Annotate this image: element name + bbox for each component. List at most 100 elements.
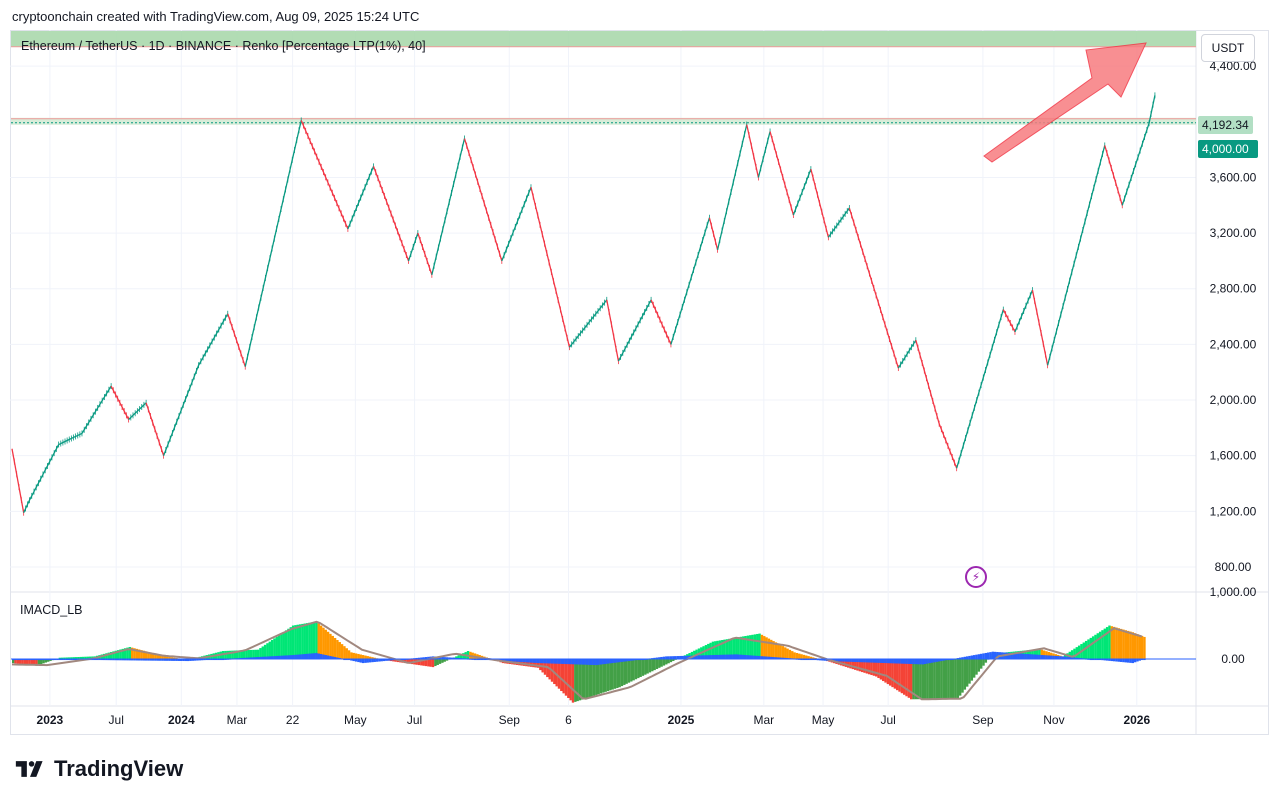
imacd-bar xyxy=(116,650,120,660)
imacd-bar xyxy=(1129,631,1132,660)
imacd-blue-bar xyxy=(543,659,547,664)
imacd-bar xyxy=(175,658,178,660)
imacd-bar xyxy=(807,656,810,660)
imacd-blue-bar xyxy=(165,659,169,661)
imacd-blue-bar xyxy=(1045,655,1048,660)
imacd-bar xyxy=(856,659,859,671)
imacd-blue-bar xyxy=(1117,659,1120,662)
symbol-title[interactable]: Ethereum / TetherUS · 1D · BINANCE · Ren… xyxy=(21,39,426,53)
imacd-bar xyxy=(940,659,943,699)
imacd-bar xyxy=(1112,626,1116,660)
imacd-bar xyxy=(665,659,668,665)
imacd-blue-bar xyxy=(739,654,743,660)
imacd-blue-bar xyxy=(520,659,523,663)
imacd-bar xyxy=(646,659,649,674)
imacd-blue-bar xyxy=(702,655,705,660)
imacd-bar xyxy=(926,659,929,700)
imacd-blue-bar xyxy=(707,655,710,660)
imacd-bar xyxy=(154,653,157,660)
imacd-blue-bar xyxy=(550,659,554,664)
imacd-bar xyxy=(662,659,666,666)
imacd-bar xyxy=(737,637,740,660)
imacd-bar xyxy=(784,647,787,660)
imacd-bar xyxy=(611,659,614,690)
imacd-bar xyxy=(1033,649,1037,660)
imacd-blue-bar xyxy=(937,659,941,662)
imacd-bar xyxy=(1084,640,1088,660)
imacd-blue-bar xyxy=(534,659,537,663)
imacd-bar xyxy=(625,659,628,684)
imacd-bar xyxy=(324,629,327,660)
imacd-blue-bar xyxy=(730,654,733,660)
imacd-bar xyxy=(1133,633,1137,660)
imacd-bar xyxy=(65,657,69,660)
imacd-blue-bar xyxy=(704,655,708,660)
imacd-bar xyxy=(951,659,955,699)
imacd-bar xyxy=(142,650,146,660)
imacd-blue-bar xyxy=(527,659,530,663)
breakout-arrow[interactable] xyxy=(983,42,1147,163)
imacd-blue-bar xyxy=(156,659,160,661)
imacd-bar xyxy=(919,659,922,700)
imacd-blue-bar xyxy=(1040,654,1044,660)
imacd-bar xyxy=(1070,650,1074,660)
imacd-bar xyxy=(121,648,125,660)
currency-selector[interactable]: USDT xyxy=(1201,34,1255,62)
imacd-bar xyxy=(12,659,15,664)
imacd-blue-bar xyxy=(1047,655,1051,660)
imacd-blue-bar xyxy=(597,659,600,665)
imacd-bar xyxy=(319,625,323,660)
imacd-blue-bar xyxy=(861,659,864,663)
imacd-bar xyxy=(590,659,593,697)
imacd-bar xyxy=(1045,651,1048,660)
imacd-bar xyxy=(632,659,635,681)
imacd-blue-bar xyxy=(389,659,393,661)
imacd-bar xyxy=(802,654,806,660)
imacd-bar xyxy=(277,635,281,660)
imacd-bar xyxy=(1101,630,1104,660)
imacd-blue-bar xyxy=(151,659,155,661)
tradingview-logo[interactable]: TradingView xyxy=(13,756,183,782)
imacd-bar xyxy=(889,659,892,686)
imacd-bar xyxy=(982,659,985,666)
imacd-blue-bar xyxy=(368,659,372,663)
imacd-blue-bar xyxy=(721,654,724,660)
imacd-blue-bar xyxy=(602,659,605,665)
lightning-icon[interactable]: ⚡ xyxy=(965,566,987,588)
imacd-blue-bar xyxy=(758,656,761,660)
imacd-blue-bar xyxy=(1056,656,1060,660)
imacd-blue-bar xyxy=(312,653,316,660)
imacd-blue-bar xyxy=(513,659,516,662)
imacd-bar xyxy=(357,653,360,660)
imacd-bar xyxy=(723,639,726,660)
imacd-bar xyxy=(1131,632,1134,660)
imacd-blue-bar xyxy=(865,659,869,663)
imacd-bar xyxy=(970,659,974,681)
imacd-blue-bar xyxy=(672,656,675,660)
imacd-bar xyxy=(149,652,153,660)
imacd-bar xyxy=(972,659,976,678)
imacd-blue-bar xyxy=(564,659,568,665)
imacd-blue-bar xyxy=(842,659,845,662)
imacd-blue-bar xyxy=(1019,653,1023,660)
imacd-blue-bar xyxy=(445,657,449,660)
imacd-bar xyxy=(249,649,253,660)
imacd-bar xyxy=(457,655,460,660)
imacd-blue-bar xyxy=(849,659,852,662)
imacd-blue-bar xyxy=(609,659,612,664)
imacd-bar xyxy=(144,651,148,660)
imacd-signal-line xyxy=(11,620,1143,701)
imacd-blue-bar xyxy=(452,657,456,660)
imacd-bar xyxy=(1124,630,1127,660)
imacd-blue-bar xyxy=(126,659,129,661)
imacd-blue-bar xyxy=(779,657,782,660)
imacd-bar xyxy=(560,659,563,692)
imacd-blue-bar xyxy=(576,659,579,665)
imacd-blue-bar xyxy=(114,659,118,661)
time-tick-label: Mar xyxy=(227,713,248,727)
indicator-label[interactable]: IMACD_LB xyxy=(20,603,83,617)
imacd-bar xyxy=(247,650,250,660)
imacd-bar xyxy=(879,659,883,680)
imacd-blue-bar xyxy=(1042,655,1046,660)
